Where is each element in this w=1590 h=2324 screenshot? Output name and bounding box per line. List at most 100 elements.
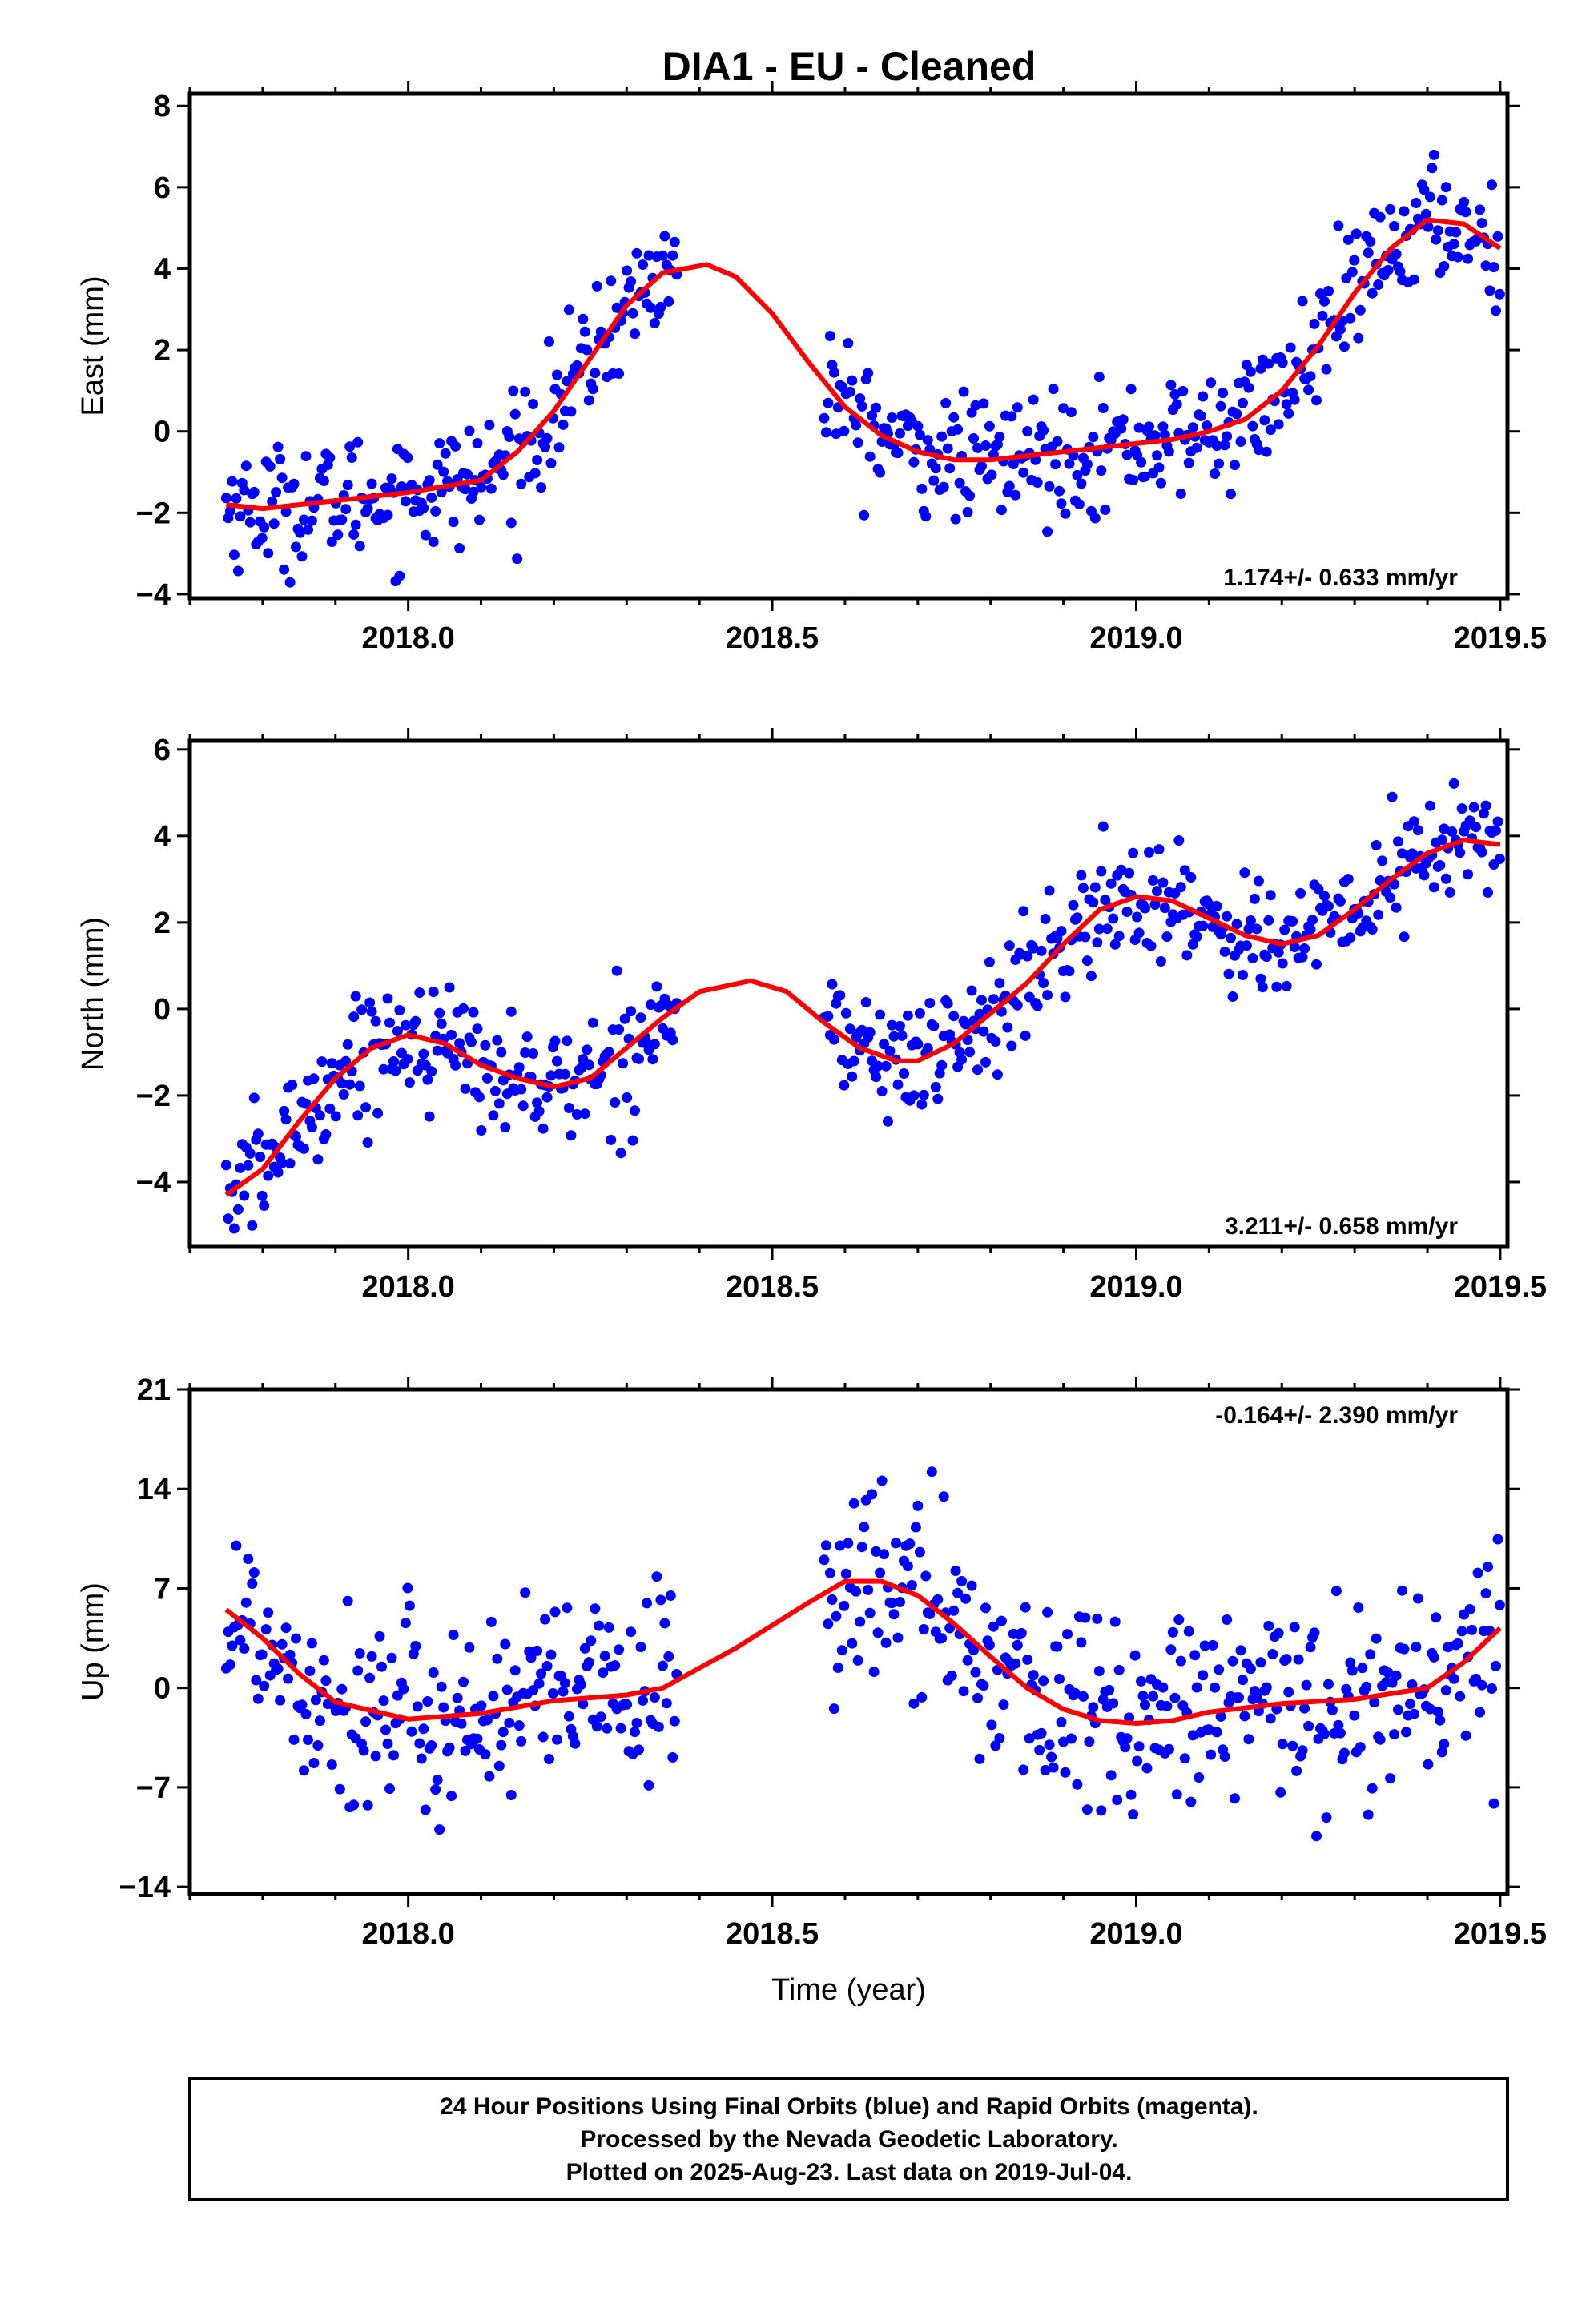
data-point [642,1598,652,1609]
data-point [1042,990,1053,1001]
data-point [559,1678,570,1689]
data-point [627,308,638,319]
data-point [1167,1626,1178,1638]
data-point [1198,391,1209,402]
data-point [1448,1673,1459,1684]
data-point [1018,467,1029,478]
data-point [426,1740,437,1751]
data-point [1163,1743,1174,1755]
data-point [1144,846,1154,858]
data-point [284,1649,296,1660]
data-point [1377,855,1388,866]
data-point [1451,227,1462,238]
data-point [928,1020,940,1031]
data-point [610,1097,621,1108]
y-tick-label: −4 [136,1166,171,1200]
data-point [962,506,973,517]
x-tick-label: 2018.0 [362,1270,455,1304]
data-point [1373,909,1384,920]
data-point [485,483,497,494]
data-point [370,1015,381,1027]
data-point [247,1220,258,1231]
data-point [1295,887,1306,899]
data-point [536,482,547,493]
data-point [651,981,662,992]
data-point [994,432,1005,443]
data-point [988,994,999,1005]
data-point [938,1491,949,1502]
data-point [513,1062,525,1073]
data-point [1004,940,1015,951]
data-point [1116,864,1127,875]
data-point [1149,899,1161,910]
data-point [1081,1804,1093,1815]
data-point [1385,892,1396,903]
east-y-axis-label: East (mm) [76,275,110,416]
y-tick-label: 0 [154,416,171,449]
data-point [1108,913,1119,924]
data-point [1096,1805,1107,1816]
data-point [1249,893,1260,904]
data-point [1487,1683,1497,1694]
data-point [827,1594,838,1605]
data-point [1275,1787,1286,1798]
data-point [1407,848,1418,859]
data-point [446,1791,457,1802]
data-point [891,1538,901,1549]
data-point [559,1068,570,1080]
data-point [1032,1000,1043,1011]
data-point [887,412,897,423]
data-point [871,1546,882,1557]
data-point [1307,915,1318,926]
data-point [1391,248,1402,259]
data-point [1044,480,1055,492]
data-point [1022,1654,1033,1665]
data-point [1211,440,1222,452]
data-point [1326,1704,1338,1715]
data-point [984,420,995,432]
data-point [895,1597,905,1607]
data-point [1309,318,1320,329]
data-point [284,1158,296,1169]
data-point [926,1466,937,1478]
data-point [630,1727,640,1738]
data-point [428,537,439,547]
data-point [936,1059,948,1071]
data-point [1040,914,1051,924]
data-point [970,400,981,411]
data-point [485,1616,497,1627]
data-point [630,1105,640,1116]
data-point [887,1019,897,1031]
up-points [220,1466,1505,1842]
data-point [541,1660,553,1671]
data-point [1255,363,1266,374]
data-point [382,1739,393,1749]
y-tick-label: 6 [154,171,171,205]
data-point [481,1715,493,1726]
data-point [1157,1682,1169,1693]
data-point [1353,1602,1364,1613]
data-point [1191,931,1202,943]
data-point [460,1083,471,1094]
data-point [1385,1773,1396,1784]
data-point [599,1651,610,1662]
data-point [1423,1759,1434,1770]
data-point [516,1735,527,1747]
data-point [974,1753,985,1764]
data-point [591,280,602,292]
data-point [978,1680,989,1691]
data-point [932,1594,944,1605]
data-point [884,1046,896,1056]
data-point [614,1024,625,1035]
data-point [980,1056,991,1068]
data-point [1253,444,1264,456]
data-point [1405,1699,1415,1710]
data-point [1235,1645,1246,1656]
data-point [634,1744,644,1755]
data-point [1187,939,1198,950]
data-point [537,1731,549,1743]
data-point [956,1054,968,1065]
data-point [1206,377,1217,388]
footer-line-3: Plotted on 2025-Aug-23. Last data on 201… [566,2159,1133,2185]
east-frame [187,91,1510,601]
